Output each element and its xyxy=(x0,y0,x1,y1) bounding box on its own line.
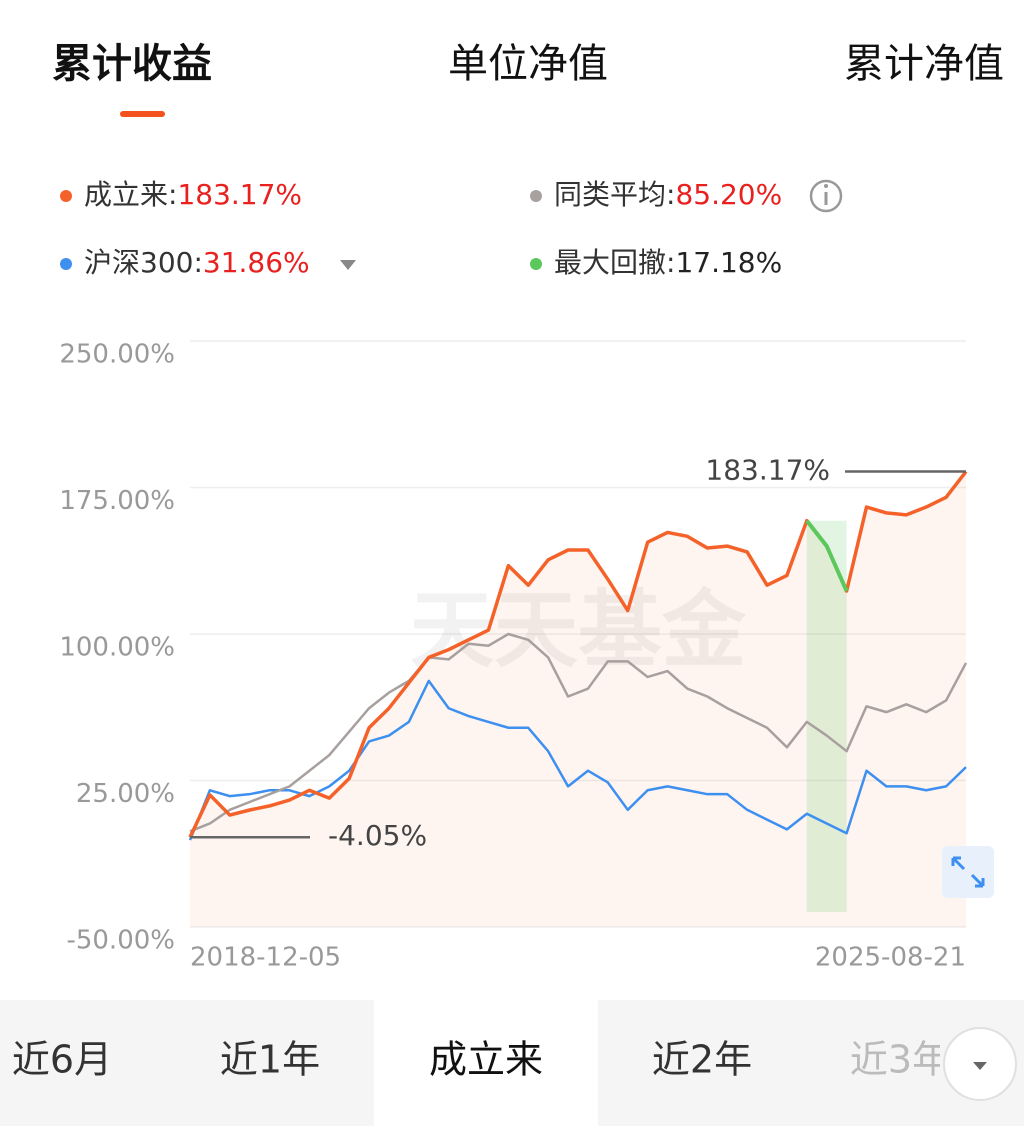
legend-value: 17.18% xyxy=(675,246,782,279)
y-tick-label: 250.00% xyxy=(59,340,175,370)
legend-separator: : xyxy=(666,246,675,279)
x-tick-label: 2025-08-21 xyxy=(815,943,966,973)
legend-text: 成立来:183.17% xyxy=(84,178,302,211)
tab[interactable]: 累计收益 xyxy=(52,41,212,87)
drawdown-band xyxy=(806,520,847,912)
legend-value: 183.17% xyxy=(177,178,302,211)
legend-dot xyxy=(530,190,542,202)
legend-text: 同类平均:85.20% xyxy=(554,178,782,211)
range-tab[interactable]: 近1年 xyxy=(220,1038,320,1082)
y-tick-label: 100.00% xyxy=(59,633,175,663)
legend-text: 沪深300:31.86% xyxy=(84,246,310,279)
y-tick-label: -50.00% xyxy=(66,926,175,956)
legend-text: 最大回撤:17.18% xyxy=(554,246,782,279)
watermark: 天天基金 xyxy=(410,581,747,679)
legend-name: 成立来 xyxy=(84,178,168,211)
legend-dot xyxy=(530,258,542,270)
y-tick-label: 25.00% xyxy=(76,779,175,809)
tab-indicator xyxy=(120,111,165,117)
series-line xyxy=(189,632,968,833)
range-selected xyxy=(374,1000,598,1126)
tab[interactable]: 累计净值 xyxy=(844,41,1004,87)
legend-name: 沪深300 xyxy=(84,246,193,279)
y-tick-label: 175.00% xyxy=(59,486,175,516)
more-button[interactable] xyxy=(940,1000,1024,1126)
legend-separator: : xyxy=(168,178,177,211)
legend-separator: : xyxy=(666,178,675,211)
expand-button[interactable] xyxy=(942,846,994,898)
range-tab[interactable]: 近2年 xyxy=(652,1038,752,1082)
legend-value: 85.20% xyxy=(675,178,782,211)
series-line xyxy=(188,679,967,841)
range-tab[interactable]: 近6月 xyxy=(12,1038,112,1082)
x-tick-label: 2018-12-05 xyxy=(190,943,341,973)
plot: 成立来:183.17% 同类平均:85.20%沪深300:31.86% 最大回撤:1… xyxy=(59,178,968,973)
legend-dot xyxy=(60,258,72,270)
legend-name: 同类平均 xyxy=(554,178,666,211)
area xyxy=(190,471,966,927)
legend-separator: : xyxy=(193,246,202,279)
max-label: 183.17% xyxy=(705,454,830,487)
legend-value: 31.86% xyxy=(203,246,310,279)
range-tab[interactable]: 成立来 xyxy=(429,1038,543,1082)
drawdown-line xyxy=(805,519,849,592)
dropdown-arrow[interactable] xyxy=(340,260,356,270)
legend-dot xyxy=(60,190,72,202)
legend-name: 最大回撤 xyxy=(554,246,666,279)
range-tab[interactable]: 近3年 xyxy=(850,1038,950,1082)
range-tabs: 近6月 近1年 成立来 近2年 近3年 xyxy=(12,1038,950,1082)
tab[interactable]: 单位净值 xyxy=(448,41,608,87)
min-label: -4.05% xyxy=(328,819,427,852)
info-icon[interactable] xyxy=(809,179,843,213)
